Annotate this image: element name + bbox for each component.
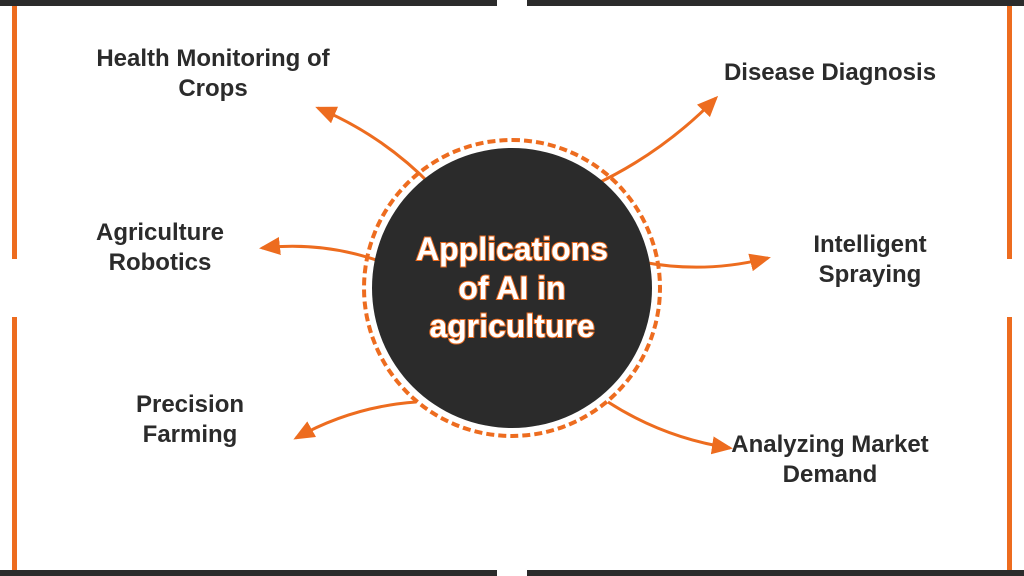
arrow — [592, 98, 716, 186]
spoke-label-disease-diagnosis: Disease Diagnosis — [700, 58, 960, 88]
spoke-label-precision-farming: Precision Farming — [90, 390, 290, 450]
frame-border-left-top — [12, 6, 17, 259]
arrow — [296, 402, 416, 438]
spoke-label-market-demand: Analyzing Market Demand — [700, 430, 960, 490]
arrow — [642, 258, 768, 267]
frame-border-left-bottom — [12, 317, 17, 570]
center-circle-fill: Applications of AI in agriculture — [372, 148, 652, 428]
frame-border-right-top — [1007, 6, 1012, 259]
spoke-label-health-monitoring: Health Monitoring of Crops — [78, 44, 348, 104]
center-title: Applications of AI in agriculture — [402, 230, 622, 345]
bottom-notch — [497, 570, 527, 576]
center-hub: Applications of AI in agriculture — [362, 138, 662, 438]
frame-border-right-bottom — [1007, 317, 1012, 570]
spoke-label-agri-robotics: Agriculture Robotics — [60, 218, 260, 278]
top-notch — [497, 0, 527, 6]
spoke-label-intel-spraying: Intelligent Spraying — [770, 230, 970, 290]
